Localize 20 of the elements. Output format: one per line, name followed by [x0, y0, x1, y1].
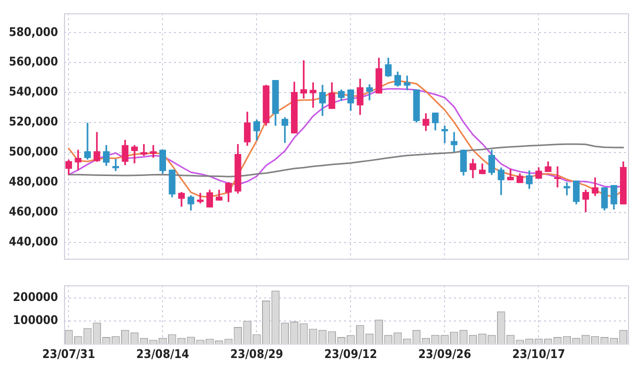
- x-tick-label: 23/10/17: [512, 346, 566, 361]
- candlestick: [554, 166, 561, 188]
- x-tick-label: 23/09/12: [324, 346, 378, 361]
- y-tick-label: 500,000: [8, 144, 58, 159]
- candlestick: [366, 84, 373, 100]
- x-tick-label: 23/07/31: [42, 346, 96, 361]
- y-tick-label: 580,000: [8, 24, 58, 39]
- y-tick-label: 460,000: [8, 204, 58, 218]
- y-tick-label: 200000: [12, 290, 58, 304]
- y-tick-label: 100000: [12, 312, 58, 327]
- candlestick: [131, 145, 138, 164]
- x-tick-label: 23/09/26: [418, 346, 472, 361]
- candlestick: [84, 122, 91, 160]
- x-tick-label: 23/08/14: [136, 346, 190, 361]
- y-tick-label: 520,000: [8, 114, 58, 129]
- y-tick-label: 480,000: [8, 174, 58, 189]
- y-tick-label: 560,000: [8, 54, 58, 69]
- y-tick-label: 440,000: [8, 234, 58, 248]
- y-tick-label: 540,000: [8, 84, 58, 99]
- x-tick-label: 23/08/29: [230, 346, 284, 361]
